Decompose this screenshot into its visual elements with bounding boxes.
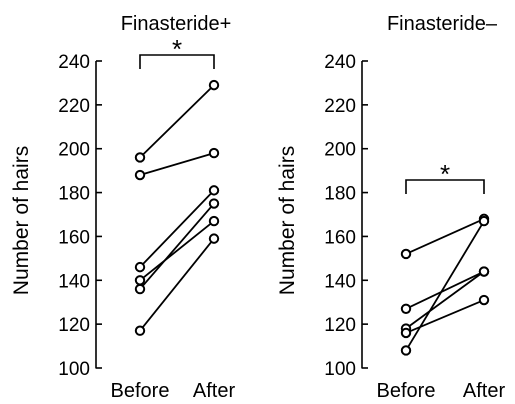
- y-axis-label: Number of hairs: [10, 146, 33, 295]
- series-line-4: [139, 220, 215, 281]
- y-tick-label: 220: [58, 96, 90, 117]
- series-line-1: [405, 218, 485, 255]
- y-tick-label: 200: [58, 140, 90, 161]
- y-tick-label: 180: [58, 184, 90, 205]
- data-point: [208, 198, 220, 209]
- y-tick-label: 160: [58, 227, 90, 248]
- series-line-5: [405, 220, 485, 351]
- data-point: [400, 248, 412, 260]
- y-tick-label: 240: [58, 52, 90, 73]
- data-point: [208, 147, 220, 159]
- data-point: [478, 266, 490, 277]
- series-line-3: [139, 189, 215, 268]
- y-tick-label: 220: [324, 96, 356, 117]
- chart-title: Finasteride+: [121, 13, 232, 35]
- x-category-label-before: Before: [111, 380, 170, 402]
- y-tick-label: 160: [324, 227, 356, 248]
- series-line-4: [405, 299, 485, 334]
- y-tick-label: 120: [324, 315, 356, 336]
- significance-star: *: [440, 159, 450, 189]
- y-tick-label: 140: [324, 271, 356, 292]
- data-point: [134, 283, 146, 295]
- data-point: [134, 169, 146, 181]
- chart-title: Finasteride–: [387, 13, 498, 35]
- series-line-6: [139, 238, 215, 332]
- series-line-2: [405, 270, 485, 310]
- chart-panel-1: Finasteride+ 100 120 140 160 180 200 220 240 Numb…: [10, 13, 235, 402]
- y-tick-label: 140: [58, 271, 90, 292]
- chart-panel-2: Finasteride– 100 120 140 160 180 200 220 240 Numb…: [276, 13, 505, 402]
- series-line-3: [405, 270, 485, 330]
- y-tick-label: 180: [324, 184, 356, 205]
- data-point: [134, 152, 146, 163]
- y-tick-label: 100: [58, 359, 90, 380]
- significance-bracket: [139, 54, 215, 69]
- series-line-1: [139, 84, 215, 159]
- data-point: [134, 261, 146, 273]
- series-line-5: [139, 202, 215, 290]
- data-point: [208, 233, 220, 244]
- data-point: [208, 185, 220, 196]
- x-category-label-after: After: [463, 380, 506, 402]
- data-point: [134, 325, 146, 336]
- significance-star: *: [172, 34, 182, 64]
- y-tick-label: 120: [58, 315, 90, 336]
- data-point: [400, 345, 412, 356]
- data-point: [208, 79, 220, 91]
- data-point: [400, 303, 412, 314]
- series-line-2: [139, 152, 215, 176]
- data-point: [400, 327, 412, 339]
- data-point: [478, 215, 490, 227]
- y-tick-label: 100: [324, 359, 356, 380]
- y-axis-label: Number of hairs: [276, 146, 299, 295]
- x-category-label-after: After: [193, 380, 236, 402]
- y-tick-label: 240: [324, 52, 356, 73]
- data-point: [478, 294, 490, 306]
- data-point: [134, 275, 146, 286]
- y-tick-label: 200: [324, 140, 356, 161]
- significance-bracket: [405, 179, 485, 194]
- data-point: [208, 215, 220, 227]
- x-category-label-before: Before: [377, 380, 436, 402]
